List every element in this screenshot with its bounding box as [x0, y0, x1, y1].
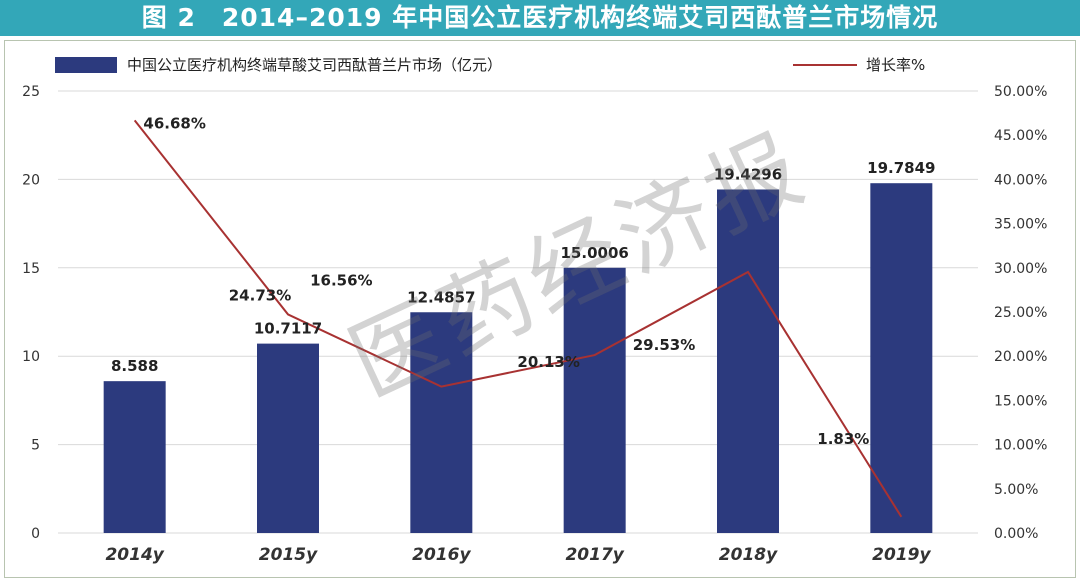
legend-bar-label: 中国公立医疗机构终端草酸艾司西酞普兰片市场（亿元） [127, 56, 502, 74]
y-right-tick-label: 35.00% [994, 217, 1047, 233]
y-right-tick-label: 30.00% [994, 261, 1047, 277]
bar-data-label: 19.4296 [714, 165, 782, 183]
y-right-tick-label: 0.00% [994, 526, 1038, 542]
x-tick-label: 2017y [565, 545, 624, 565]
x-tick-label: 2019y [872, 545, 931, 565]
bar [257, 343, 319, 533]
y-left-tick-label: 5 [31, 438, 40, 454]
legend-line-label: 增长率% [866, 56, 925, 74]
bar-data-label: 12.4857 [407, 288, 475, 306]
line-data-label: 1.83% [817, 430, 869, 448]
x-tick-label: 2015y [259, 545, 318, 565]
banner-background [0, 0, 1080, 36]
line-data-label: 20.13% [517, 353, 579, 371]
y-left-tick-label: 10 [22, 349, 40, 365]
y-left-tick-label: 25 [22, 84, 40, 100]
bar [717, 189, 779, 533]
y-right-tick-label: 15.00% [994, 393, 1047, 409]
y-left-tick-label: 15 [22, 261, 40, 277]
bar [103, 381, 166, 533]
bar [563, 267, 626, 533]
x-tick-label: 2014y [105, 545, 164, 565]
line-data-label: 24.73% [229, 286, 291, 304]
bar-data-label: 10.7117 [254, 320, 322, 338]
figure-title: 图 2 2014–2019 年中国公立医疗机构终端艾司西酞普兰市场情况 [141, 3, 939, 32]
y-right-tick-label: 20.00% [994, 349, 1047, 365]
chart-frame [4, 40, 1076, 578]
bar [410, 312, 473, 533]
x-tick-label: 2016y [412, 545, 471, 565]
y-right-tick-label: 10.00% [994, 438, 1047, 454]
growth-rate-line [133, 119, 903, 518]
y-right-tick-label: 5.00% [994, 482, 1038, 498]
x-tick-label: 2018y [719, 545, 778, 565]
y-right-tick-label: 40.00% [994, 172, 1047, 188]
line-data-label: 16.56% [310, 272, 372, 290]
y-left-tick-label: 20 [22, 172, 40, 188]
line-data-label: 29.53% [633, 336, 695, 354]
bar-data-label: 19.7849 [867, 159, 935, 177]
bar-data-label: 8.588 [111, 357, 158, 375]
bar-data-label: 15.0006 [561, 244, 629, 262]
figure-title-banner [0, 0, 1080, 36]
y-right-tick-label: 25.00% [994, 305, 1047, 321]
y-left-tick-label: 0 [31, 526, 40, 542]
bar [870, 183, 933, 533]
line-data-label: 46.68% [143, 114, 205, 132]
y-right-tick-label: 50.00% [994, 84, 1047, 100]
y-right-tick-label: 45.00% [994, 128, 1047, 144]
legend-bar-swatch [55, 57, 117, 73]
